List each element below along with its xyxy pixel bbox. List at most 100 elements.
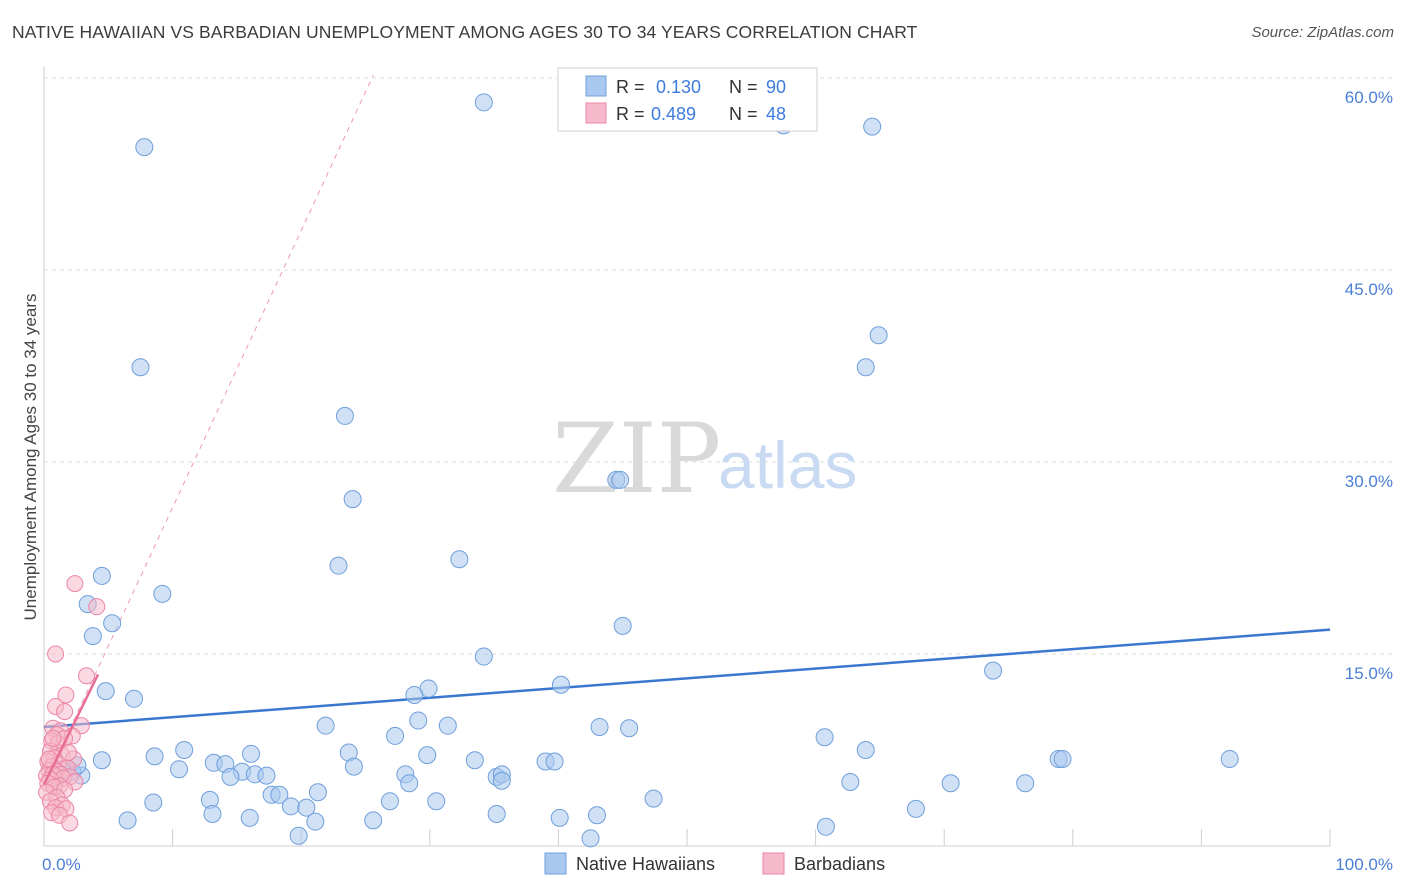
legend-r-value-blue: 0.130 bbox=[656, 77, 701, 97]
point-native-hawaiian bbox=[620, 719, 639, 738]
bottom-legend: Native Hawaiians Barbadians bbox=[544, 852, 885, 875]
trend-native-hawaiians bbox=[43, 628, 1331, 729]
point-native-hawaiian bbox=[816, 817, 835, 836]
point-native-hawaiian bbox=[270, 785, 289, 804]
y-axis-label: Unemployment Among Ages 30 to 34 years bbox=[21, 294, 40, 621]
point-native-hawaiian bbox=[203, 805, 222, 823]
point-native-hawaiian bbox=[405, 685, 424, 704]
legend-r-label-blue: R = bbox=[616, 77, 645, 97]
point-native-hawaiian bbox=[153, 584, 172, 603]
trend-barbadians bbox=[42, 673, 100, 786]
point-barbadian bbox=[44, 729, 62, 747]
point-native-hawaiian bbox=[125, 689, 144, 708]
legend-n-label-blue: N = bbox=[729, 77, 758, 97]
point-native-hawaiian bbox=[344, 757, 363, 776]
y-tick-label: 15.0% bbox=[1345, 664, 1393, 683]
legend-r-label-pink: R = bbox=[616, 104, 645, 124]
point-native-hawaiian bbox=[1220, 749, 1239, 768]
point-native-hawaiian bbox=[613, 616, 632, 635]
legend-n-value-blue: 90 bbox=[766, 77, 786, 97]
point-native-hawaiian bbox=[221, 767, 240, 786]
point-native-hawaiian bbox=[1053, 749, 1072, 768]
point-native-hawaiian bbox=[144, 793, 163, 812]
point-barbadian bbox=[77, 667, 95, 685]
point-barbadian bbox=[47, 645, 65, 663]
point-native-hawaiian bbox=[329, 556, 348, 575]
point-native-hawaiian bbox=[551, 675, 570, 694]
point-barbadian bbox=[57, 686, 75, 704]
point-native-hawaiian bbox=[131, 358, 150, 377]
point-native-hawaiian bbox=[474, 93, 493, 112]
point-native-hawaiian bbox=[438, 716, 457, 735]
point-native-hawaiian bbox=[545, 752, 564, 771]
point-native-hawaiian bbox=[550, 808, 569, 827]
x-tick-label: 0.0% bbox=[42, 855, 81, 874]
bottom-legend-swatch-pink bbox=[762, 852, 785, 875]
source-label: Source: ZipAtlas.com bbox=[1251, 24, 1394, 41]
trend-lines bbox=[43, 75, 1331, 785]
legend-n-value-pink: 48 bbox=[766, 104, 786, 124]
point-native-hawaiian bbox=[863, 117, 882, 136]
series-native-hawaiians bbox=[46, 93, 1239, 848]
point-native-hawaiian bbox=[306, 812, 325, 831]
y-tick-label: 60.0% bbox=[1345, 88, 1393, 107]
point-native-hawaiian bbox=[308, 783, 327, 802]
point-barbadian bbox=[88, 598, 106, 616]
point-native-hawaiian bbox=[587, 806, 606, 825]
point-native-hawaiian bbox=[380, 792, 399, 811]
point-native-hawaiian bbox=[175, 741, 194, 759]
point-native-hawaiian bbox=[103, 614, 122, 633]
point-native-hawaiian bbox=[984, 661, 1003, 680]
point-native-hawaiian bbox=[841, 773, 860, 791]
point-native-hawaiian bbox=[450, 550, 469, 569]
point-native-hawaiian bbox=[856, 358, 875, 377]
legend-swatch-blue bbox=[585, 75, 607, 97]
point-native-hawaiian bbox=[335, 406, 354, 425]
bottom-legend-native-hawaiians: Native Hawaiians bbox=[576, 854, 715, 874]
axes bbox=[43, 66, 1331, 847]
x-tick-label: 100.0% bbox=[1335, 855, 1393, 874]
point-barbadian bbox=[66, 575, 84, 593]
point-native-hawaiian bbox=[906, 799, 925, 818]
point-native-hawaiian bbox=[856, 741, 875, 759]
point-native-hawaiian bbox=[240, 808, 259, 827]
series-barbadians bbox=[38, 575, 106, 832]
point-native-hawaiian bbox=[96, 682, 115, 701]
point-native-hawaiian bbox=[343, 490, 362, 509]
y-tick-label: 45.0% bbox=[1345, 280, 1393, 299]
point-native-hawaiian bbox=[281, 797, 300, 816]
point-native-hawaiian bbox=[474, 647, 493, 666]
point-native-hawaiian bbox=[364, 811, 383, 830]
point-native-hawaiian bbox=[611, 470, 630, 489]
point-native-hawaiian bbox=[297, 798, 316, 817]
tick-labels: 15.0% 30.0% 45.0% 60.0% 0.0% 100.0% bbox=[42, 88, 1393, 874]
point-native-hawaiian bbox=[1016, 774, 1035, 793]
bottom-legend-barbadians: Barbadians bbox=[794, 854, 885, 874]
point-native-hawaiian bbox=[869, 326, 888, 345]
point-native-hawaiian bbox=[427, 792, 446, 811]
point-native-hawaiian bbox=[118, 811, 137, 830]
watermark-atlas: atlas bbox=[718, 428, 857, 502]
y-tick-label: 30.0% bbox=[1345, 472, 1393, 491]
point-native-hawaiian bbox=[289, 826, 308, 845]
point-native-hawaiian bbox=[465, 751, 484, 770]
point-native-hawaiian bbox=[83, 627, 102, 646]
point-native-hawaiian bbox=[400, 774, 419, 793]
legend-box: R = 0.130 N = 90 R = 0.489 N = 48 bbox=[557, 67, 818, 132]
point-native-hawaiian bbox=[386, 726, 405, 745]
point-native-hawaiian bbox=[257, 766, 276, 785]
trend-barbadians-extended bbox=[43, 75, 374, 785]
watermark: ZIP atlas bbox=[552, 403, 857, 515]
point-native-hawaiian bbox=[815, 728, 834, 747]
legend-r-value-pink: 0.489 bbox=[651, 104, 696, 124]
legend-swatch-pink bbox=[585, 102, 607, 124]
watermark-zip: ZIP bbox=[552, 403, 721, 515]
point-native-hawaiian bbox=[92, 751, 111, 770]
point-barbadian bbox=[56, 703, 74, 721]
point-native-hawaiian bbox=[492, 771, 511, 790]
bottom-legend-swatch-blue bbox=[544, 852, 567, 875]
point-native-hawaiian bbox=[92, 566, 111, 585]
legend-n-label-pink: N = bbox=[729, 104, 758, 124]
point-native-hawaiian bbox=[242, 744, 261, 763]
